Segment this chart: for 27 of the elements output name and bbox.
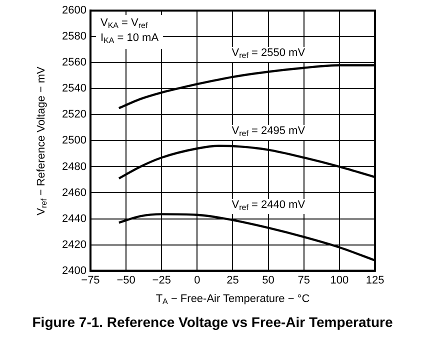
x-tick-label: −75 xyxy=(81,274,100,286)
y-tick-label: 2540 xyxy=(62,82,86,95)
annotation: V$_{KA}$ = V$_{ref}$ xyxy=(100,16,148,30)
y-tick-label: 2400 xyxy=(62,264,86,277)
x-tick-label: 0 xyxy=(194,274,200,286)
y-tick-label: 2600 xyxy=(62,4,86,17)
series-label: V$_{ref}$ = 2550 mV xyxy=(228,46,310,62)
y-tick-label: 2500 xyxy=(62,134,86,147)
y-tick-label: 2560 xyxy=(62,56,86,69)
series-label: V$_{ref}$ = 2495 mV xyxy=(228,124,310,140)
annotation: I$_{KA}$ = 10 mA xyxy=(100,32,159,45)
y-tick-label: 2440 xyxy=(62,212,86,225)
y-tick-label: 2420 xyxy=(62,238,86,251)
text: Figure 7-1. Reference Voltage vs Free-Air Temperature xyxy=(31,314,394,330)
y-tick-label: 2580 xyxy=(62,30,86,43)
x-tick-label: 50 xyxy=(262,274,274,286)
x-tick-label: −25 xyxy=(152,274,171,286)
x-tick-label: 75 xyxy=(298,274,310,286)
y-tick-label: 2460 xyxy=(62,186,86,199)
x-tick-label: 25 xyxy=(226,274,239,286)
series-label: V$_{ref}$ = 2440 mV xyxy=(228,199,310,214)
x-tick-label: 125 xyxy=(366,274,384,286)
x-tick-label: −50 xyxy=(116,274,136,286)
y-tick-label: 2480 xyxy=(62,160,86,173)
x-axis-title: T$_{A}$ − Free-Air Temperature − °C xyxy=(156,292,310,306)
x-tick-label: 100 xyxy=(330,274,349,286)
y-tick-label: 2520 xyxy=(62,108,86,121)
